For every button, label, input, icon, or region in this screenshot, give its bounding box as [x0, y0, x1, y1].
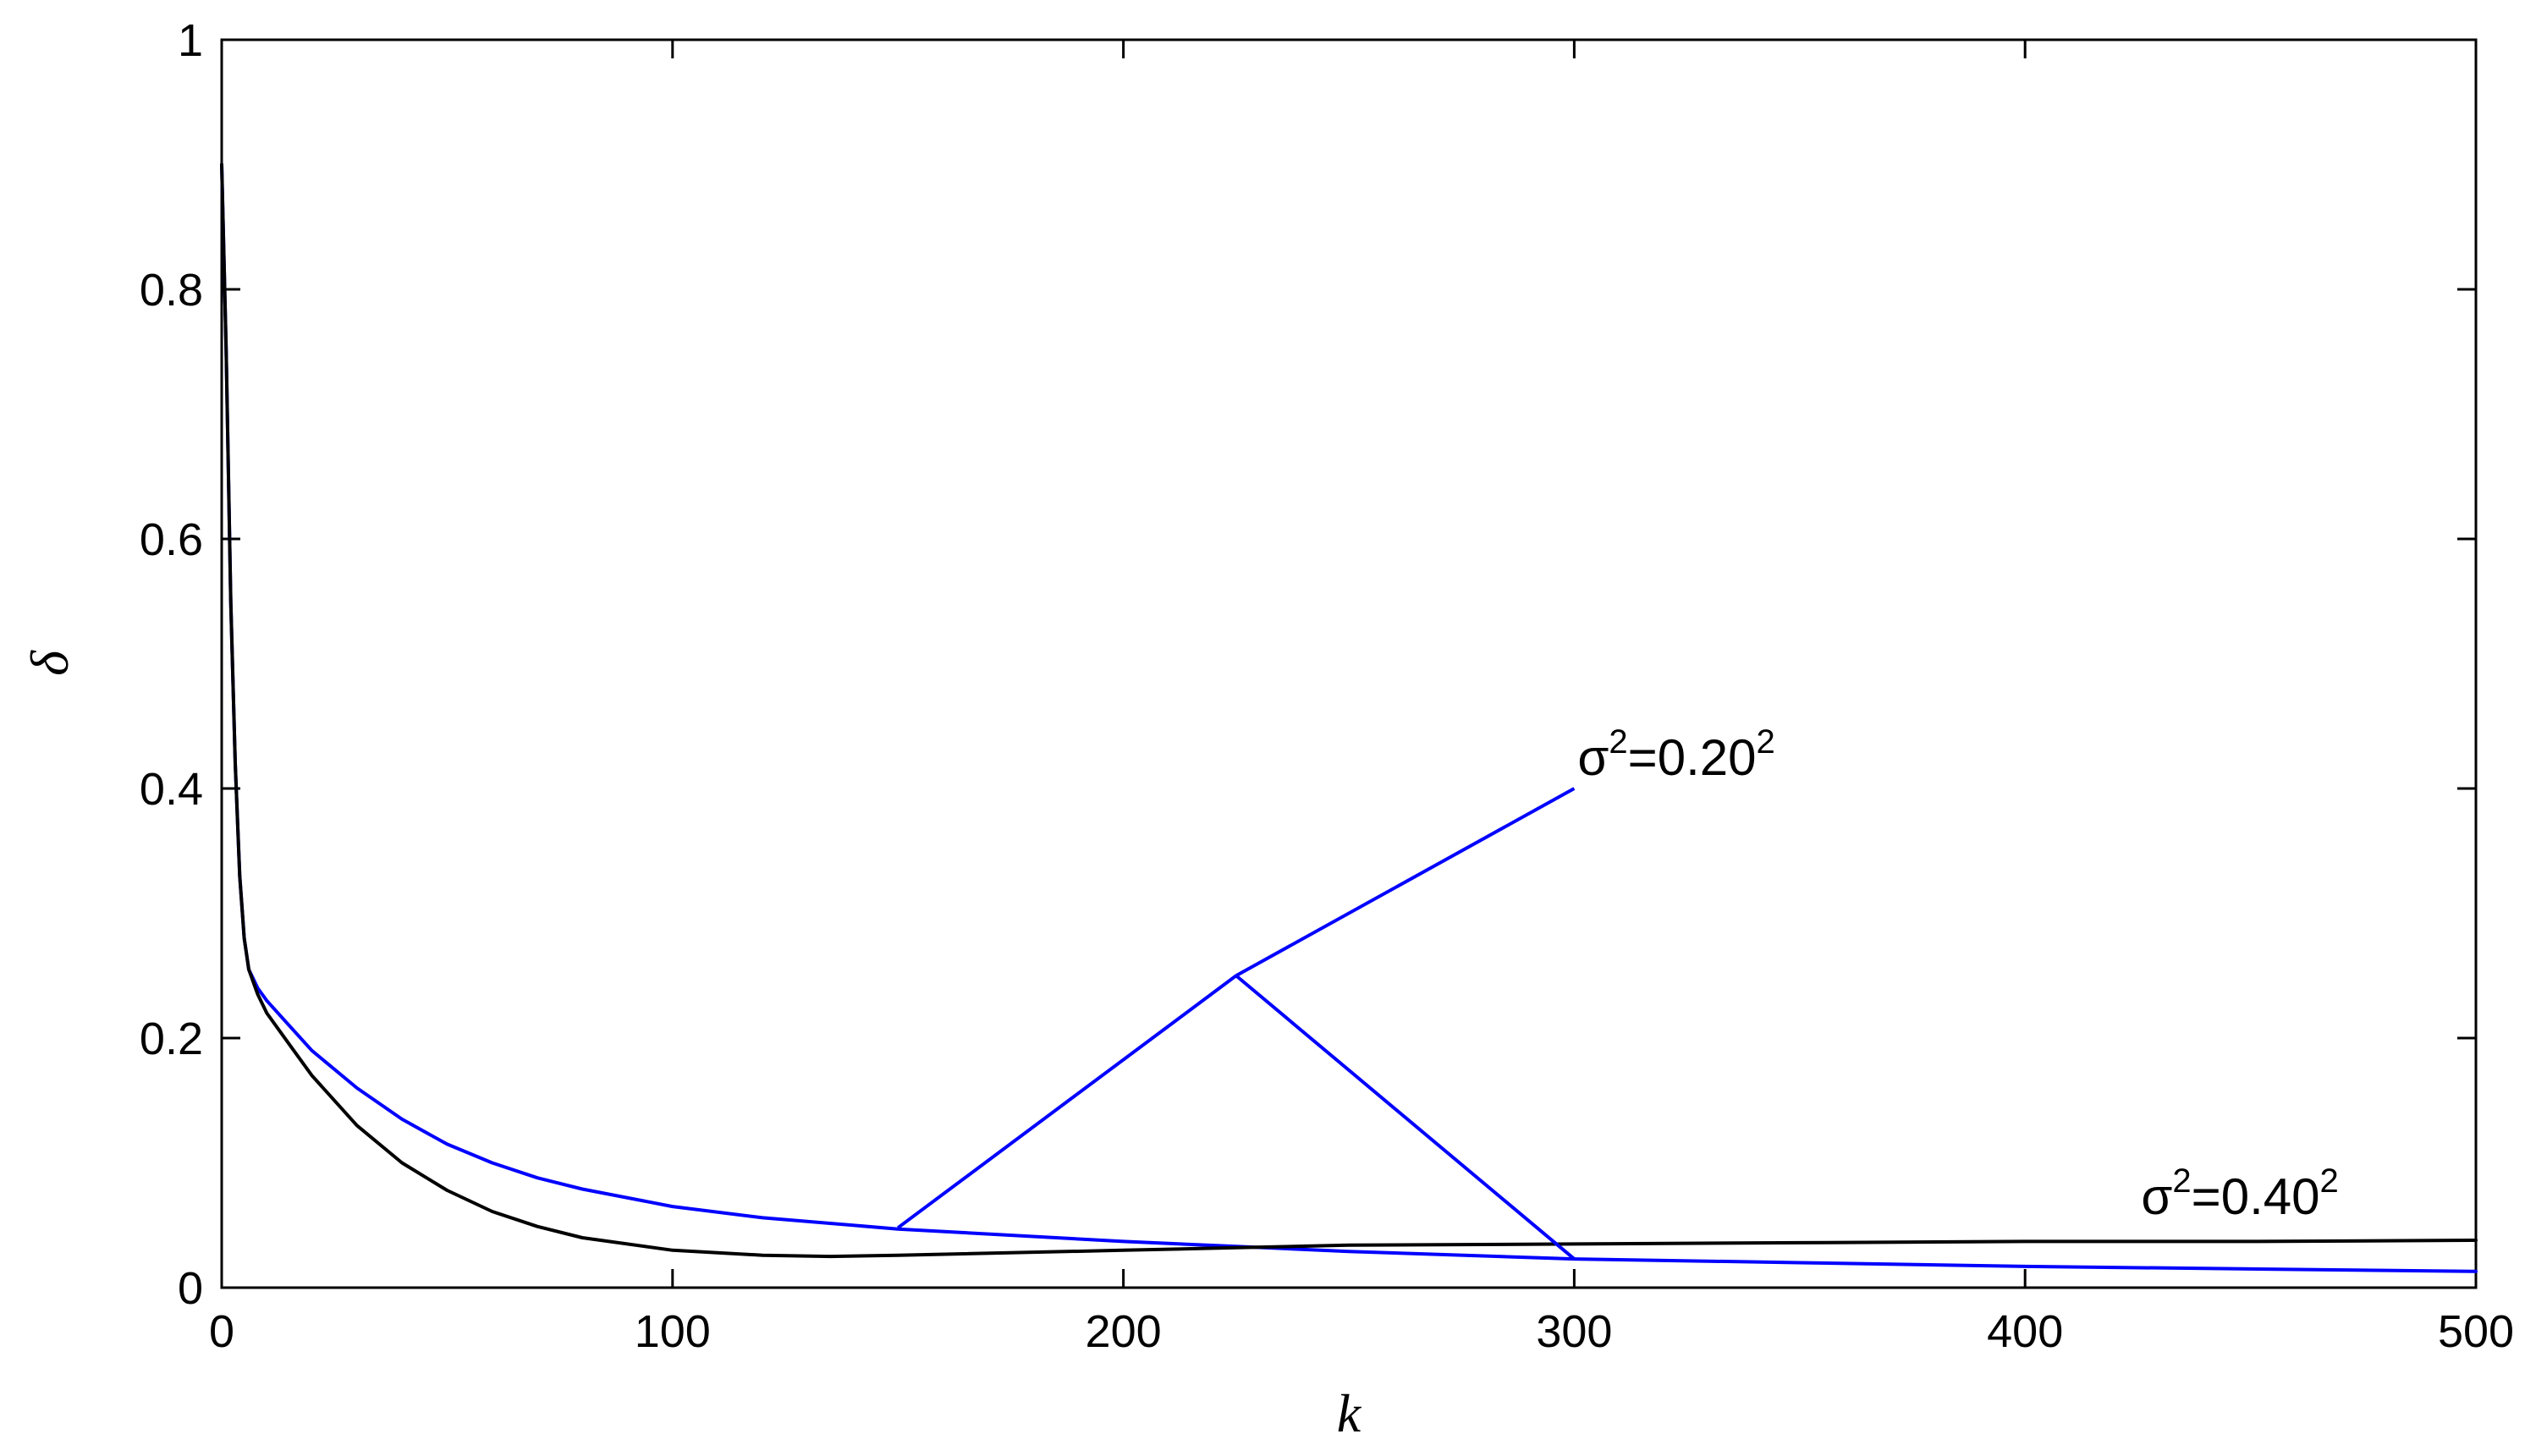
y-tick-label: 0.2	[140, 1014, 203, 1064]
tick-marks	[220, 38, 2478, 1289]
y-axis-label: δ	[19, 650, 80, 676]
x-tick-label: 0	[209, 1306, 234, 1357]
x-tick-label: 100	[635, 1306, 711, 1357]
y-tick-label: 0	[178, 1263, 203, 1314]
plot-area	[220, 38, 2478, 1289]
y-tick-label: 0.8	[140, 265, 203, 316]
annotation-pointer-line	[1235, 787, 1576, 977]
x-tick-label: 200	[1086, 1306, 1162, 1357]
x-tick-label: 300	[1536, 1306, 1612, 1357]
y-tick-label: 0.6	[140, 514, 203, 565]
x-tick-label: 400	[1987, 1306, 2063, 1357]
x-tick-label: 500	[2438, 1306, 2514, 1357]
annotation-pointer-line	[897, 974, 1237, 1229]
y-tick-label: 1	[178, 15, 203, 66]
annotation-label-1: σ2=0.202	[1577, 723, 1774, 786]
annotation-label-2: σ2=0.402	[2141, 1162, 2338, 1225]
series-line-2	[220, 162, 2478, 1259]
y-tick-label: 0.4	[140, 764, 203, 815]
x-axis-label: k	[1337, 1383, 1362, 1443]
y-tick-labels: 0 0.2 0.4 0.6 0.8 1	[140, 15, 203, 1314]
series-lines	[220, 162, 2478, 1273]
annotations: σ2=0.202 σ2=0.402	[897, 723, 2339, 1261]
x-tick-labels: 0 100 200 300 400 500	[209, 1306, 2514, 1357]
annotation-pointer-line	[1235, 974, 1576, 1261]
